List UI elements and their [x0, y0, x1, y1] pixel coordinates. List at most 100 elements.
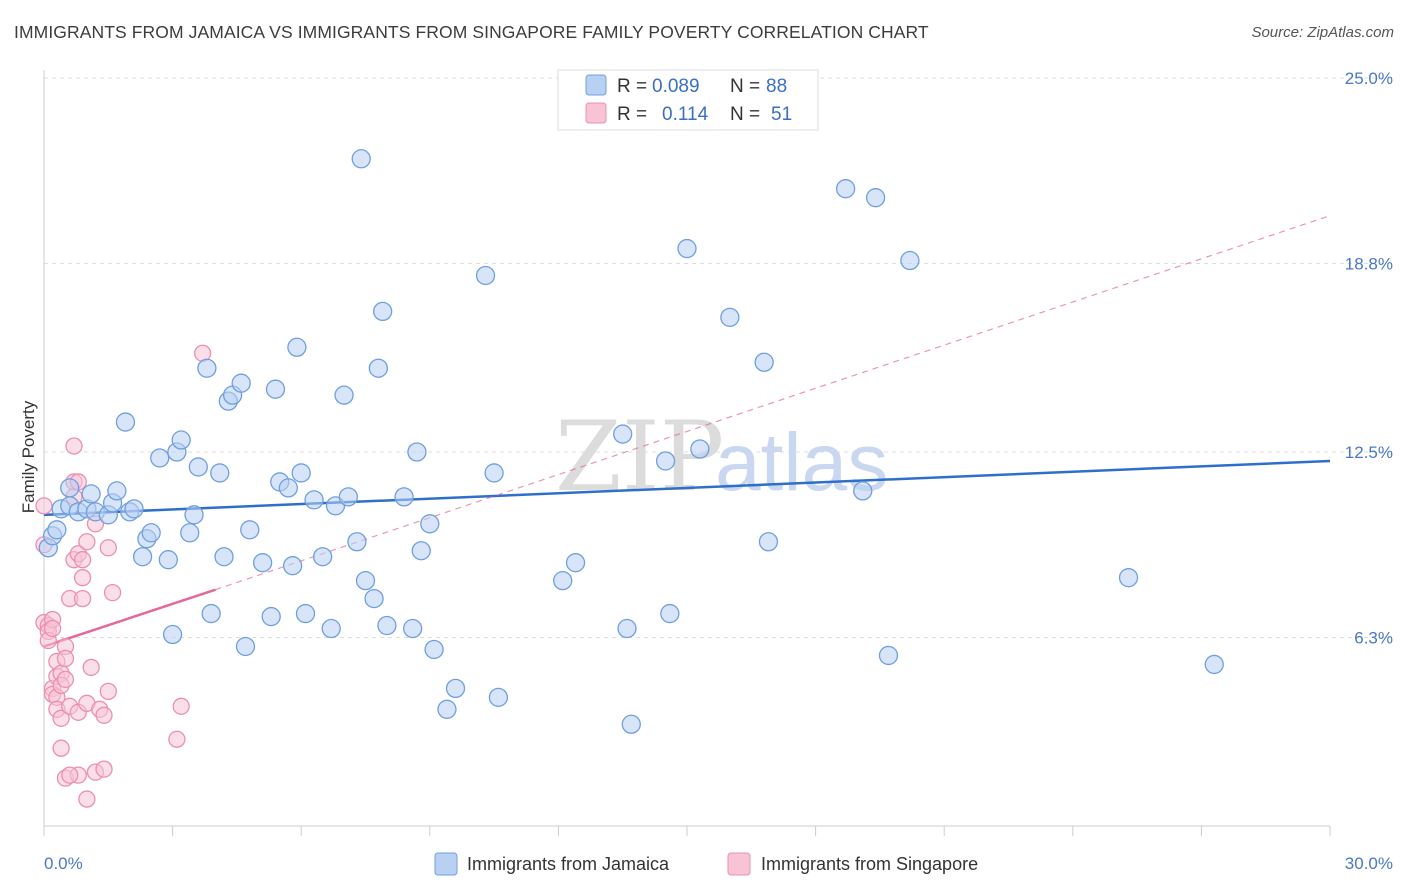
jamaica-point-36: [261, 606, 281, 627]
jamaica-point-70: [613, 424, 633, 444]
jamaica-point-27: [201, 603, 221, 624]
jamaica-point-32: [231, 373, 251, 393]
jamaica-point-39: [278, 478, 298, 498]
singapore-point-45: [99, 682, 117, 701]
jamaica-point-46: [321, 618, 341, 639]
legend-n-label-jamaica: N =: [730, 76, 760, 97]
jamaica-point-84: [900, 250, 920, 271]
singapore-point-17: [52, 739, 70, 757]
jamaica-point-18: [150, 448, 170, 468]
jamaica-point-85: [1118, 568, 1139, 588]
jamaica-point-54: [368, 358, 389, 378]
jamaica-point-56: [377, 615, 397, 636]
singapore-point-7: [43, 619, 62, 638]
legend-r-value-singapore: 0.114: [662, 104, 709, 125]
jamaica-point-7: [81, 484, 101, 504]
jamaica-point-83: [878, 645, 899, 666]
jamaica-point-49: [338, 487, 359, 507]
jamaica-point-42: [291, 463, 311, 483]
jamaica-point-69: [565, 553, 586, 573]
legend-n-value-jamaica: 88: [766, 76, 787, 97]
jamaica-point-34: [240, 520, 260, 540]
jamaica-point-60: [411, 541, 431, 561]
jamaica-point-65: [475, 265, 496, 286]
jamaica-point-33: [235, 636, 256, 657]
jamaica-point-23: [180, 523, 200, 543]
jamaica-point-24: [184, 505, 204, 525]
jamaica-point-3: [60, 478, 80, 498]
jamaica-point-12: [115, 412, 136, 432]
jamaica-point-29: [214, 547, 234, 567]
jamaica-point-57: [394, 487, 414, 507]
trend-lines: [43, 215, 1331, 648]
jamaica-point-73: [655, 451, 676, 471]
jamaica-point-78: [754, 352, 774, 372]
singapore-point-27: [65, 437, 83, 455]
jamaica-point-35: [252, 553, 273, 573]
jamaica-point-25: [188, 457, 208, 477]
jamaica-point-17: [141, 523, 161, 543]
jamaica-point-26: [197, 358, 217, 378]
watermark: ZIP atlas: [555, 401, 888, 513]
singapore-point-42: [95, 760, 113, 778]
singapore-point-0: [35, 497, 53, 515]
series-legend-swatch-singapore: [727, 852, 751, 876]
jamaica-point-40: [282, 556, 303, 576]
jamaica-point-53: [364, 588, 384, 609]
jamaica-point-14: [124, 499, 144, 519]
jamaica-point-79: [758, 532, 779, 552]
jamaica-points: [38, 149, 1224, 734]
legend-r-value-jamaica: 0.089: [652, 76, 700, 97]
x-tick-marks: [43, 826, 1331, 836]
jamaica-point-59: [407, 442, 427, 462]
singapore-point-50: [61, 766, 79, 784]
jamaica-point-71: [617, 618, 637, 639]
jamaica-point-28: [210, 463, 230, 483]
series-legend: Immigrants from Jamaica Immigrants from …: [434, 852, 978, 876]
trend-line-singapore: [43, 588, 216, 648]
jamaica-point-75: [677, 238, 697, 259]
gridlines: [44, 77, 1393, 639]
jamaica-point-51: [351, 149, 371, 169]
jamaica-point-63: [437, 699, 457, 719]
jamaica-point-80: [835, 179, 856, 199]
legend-n-label-singapore: N =: [730, 104, 760, 125]
singapore-point-37: [78, 790, 96, 808]
jamaica-point-87: [47, 520, 67, 540]
jamaica-point-19: [158, 550, 178, 570]
y-tick-label-1: 12.5%: [1345, 443, 1393, 462]
legend: R = 0.089 N = 88 R = 0.114 N = 51: [557, 69, 819, 131]
y-tick-labels: 6.3% 12.5% 18.8% 25.0%: [1345, 69, 1393, 648]
jamaica-point-66: [484, 463, 504, 483]
jamaica-point-41: [287, 337, 307, 357]
jamaica-point-67: [488, 687, 509, 707]
chart-source: Source: ZipAtlas.com: [1251, 24, 1394, 41]
jamaica-point-52: [355, 571, 376, 591]
jamaica-point-15: [132, 547, 153, 567]
singapore-point-32: [73, 569, 92, 587]
y-tick-label-2: 18.8%: [1345, 255, 1393, 274]
singapore-point-35: [78, 533, 96, 551]
jamaica-point-55: [372, 301, 393, 322]
legend-r-label-singapore: R =: [617, 104, 647, 125]
jamaica-point-48: [334, 385, 354, 405]
jamaica-point-50: [347, 532, 367, 552]
singapore-point-46: [103, 583, 122, 602]
jamaica-point-76: [690, 439, 710, 459]
singapore-point-38: [82, 658, 100, 677]
series-legend-jamaica: Immigrants from Jamaica: [467, 854, 670, 874]
jamaica-point-37: [265, 379, 286, 399]
trend-line-singapore-extension: [215, 215, 1331, 591]
legend-n-value-singapore: 51: [771, 104, 792, 125]
jamaica-point-86: [1204, 654, 1224, 675]
x-tick-label-max: 30.0%: [1345, 854, 1393, 873]
singapore-point-33: [73, 551, 92, 569]
y-tick-label-0: 6.3%: [1354, 629, 1393, 648]
legend-r-label-jamaica: R =: [617, 76, 647, 97]
y-tick-label-3: 25.0%: [1345, 69, 1393, 88]
y-axis-label: Family Poverty: [19, 400, 38, 513]
singapore-point-48: [172, 697, 190, 715]
jamaica-point-82: [865, 188, 886, 208]
singapore-point-34: [73, 589, 92, 608]
